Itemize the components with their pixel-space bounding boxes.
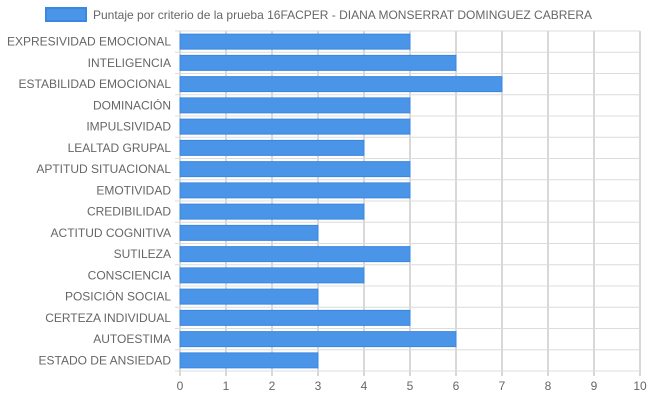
x-tick-label: 4 xyxy=(361,379,368,393)
x-tick-label: 8 xyxy=(545,379,552,393)
category-label: LEALTAD GRUPAL xyxy=(68,141,172,155)
bar[interactable] xyxy=(179,331,457,348)
category-label: CERTEZA INDIVIDUAL xyxy=(45,311,171,325)
category-labels: EXPRESIVIDAD EMOCIONAL INTELIGENCIA ESTABI… xyxy=(7,35,171,368)
category-label: ESTADO DE ANSIEDAD xyxy=(39,353,172,367)
bar[interactable] xyxy=(179,33,411,50)
x-tick-label: 9 xyxy=(591,379,598,393)
category-label: POSICIÓN SOCIAL xyxy=(65,289,171,304)
bar[interactable] xyxy=(179,139,365,156)
x-tick-label: 0 xyxy=(177,379,184,393)
x-tick-label: 2 xyxy=(269,379,276,393)
category-label: AUTOESTIMA xyxy=(93,332,171,346)
category-label: ESTABILIDAD EMOCIONAL xyxy=(19,77,172,91)
bar[interactable] xyxy=(179,352,319,369)
category-label: APTITUD SITUACIONAL xyxy=(36,162,171,176)
bar[interactable] xyxy=(179,309,411,326)
bar[interactable] xyxy=(179,54,457,71)
bar[interactable] xyxy=(179,76,503,93)
bar[interactable] xyxy=(179,224,319,241)
bar[interactable] xyxy=(179,267,365,284)
legend-label: Puntaje por criterio de la prueba 16FACP… xyxy=(93,8,592,22)
category-label: CREDIBILIDAD xyxy=(87,205,171,219)
bar[interactable] xyxy=(179,182,411,199)
x-tick-label: 5 xyxy=(407,379,414,393)
x-tick-label: 3 xyxy=(315,379,322,393)
category-label: DOMINACIÓN xyxy=(93,97,171,112)
bar[interactable] xyxy=(179,246,411,263)
legend-swatch xyxy=(45,7,87,22)
category-label: EMOTIVIDAD xyxy=(96,183,171,197)
category-label: EXPRESIVIDAD EMOCIONAL xyxy=(7,35,171,49)
bar[interactable] xyxy=(179,161,411,178)
category-label: IMPULSIVIDAD xyxy=(86,120,171,134)
x-tick-label: 7 xyxy=(499,379,506,393)
category-label: ACTITUD COGNITIVA xyxy=(51,226,171,240)
bar[interactable] xyxy=(179,203,365,220)
category-label: CONSCIENCIA xyxy=(88,268,171,282)
bars xyxy=(179,33,503,369)
category-label: SUTILEZA xyxy=(114,247,171,261)
x-axis-ticks: 0 1 2 3 4 5 6 7 8 9 10 xyxy=(177,379,647,393)
legend[interactable]: Puntaje por criterio de la prueba 16FACP… xyxy=(45,7,592,22)
bar[interactable] xyxy=(179,97,411,114)
x-tick-label: 6 xyxy=(453,379,460,393)
x-tick-label: 1 xyxy=(223,379,230,393)
category-label: INTELIGENCIA xyxy=(88,56,171,70)
x-tick-label: 10 xyxy=(633,379,647,393)
bar[interactable] xyxy=(179,288,319,305)
bar[interactable] xyxy=(179,118,411,135)
